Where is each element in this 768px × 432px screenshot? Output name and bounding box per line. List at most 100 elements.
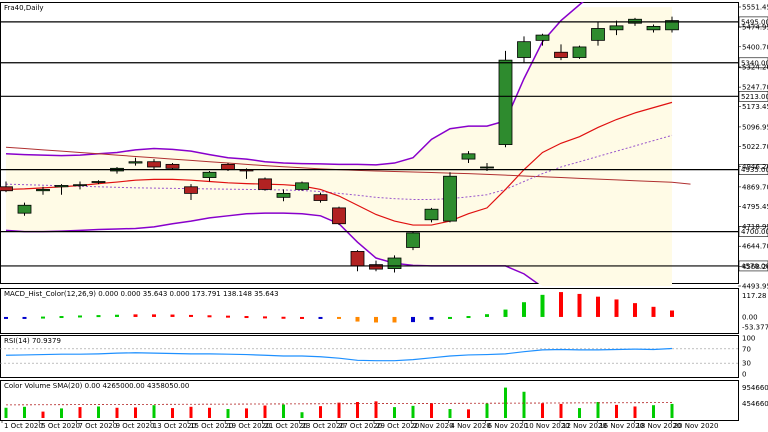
macd-histogram-bar <box>78 315 82 318</box>
macd-histogram-bar <box>651 306 656 317</box>
x-tick-label: 29 Oct 2020 <box>376 422 419 430</box>
macd-histogram-bar <box>337 316 341 319</box>
volume-tick-label: 4546600 <box>742 400 768 408</box>
x-tick-label: 12 Nov 2020 <box>562 422 607 430</box>
macd-histogram-bar <box>226 315 230 318</box>
volume-bar <box>337 402 341 418</box>
volume-bar <box>652 405 655 418</box>
bull-candle <box>54 185 69 188</box>
bear-candle <box>554 51 568 58</box>
bull-candle <box>73 184 87 187</box>
volume-bar <box>448 409 452 418</box>
horizontal-level-label: 5213.00 <box>741 93 768 101</box>
macd-histogram-bar <box>522 302 526 317</box>
macd-histogram-bar <box>244 316 249 319</box>
level-label-box <box>738 57 768 69</box>
bull-candle <box>535 34 550 41</box>
bear-candle <box>369 264 383 270</box>
bull-candle <box>91 181 106 183</box>
volume-bar <box>282 404 285 418</box>
macd-histogram-bar <box>170 314 175 317</box>
volume-bar <box>559 403 563 418</box>
rsi-line <box>5 347 673 362</box>
bear-candle <box>350 251 365 267</box>
panel-frame-2 <box>0 335 739 378</box>
bollinger-upper-line <box>5 2 584 166</box>
bull-candle <box>480 166 494 169</box>
rsi-tick-label: 0 <box>742 371 746 379</box>
volume-bar <box>541 403 544 418</box>
volume-bar <box>78 407 82 418</box>
volume-bar <box>171 408 174 418</box>
macd-histogram-bar <box>577 293 582 317</box>
volume-bar <box>393 407 396 418</box>
bull-candle <box>591 28 605 41</box>
volume-bar <box>596 402 600 418</box>
price-tick-label: 5400.70 <box>742 43 768 51</box>
price-tick-label: 4946.20 <box>742 163 768 171</box>
price-tick-label: 5022.70 <box>742 143 768 151</box>
price-tick-label: 4869.70 <box>742 183 768 191</box>
level-label-box <box>738 90 768 102</box>
x-tick-label: 15 Oct 2020 <box>190 422 233 430</box>
bull-candle <box>424 208 439 221</box>
macd-histogram-bar <box>263 316 267 319</box>
macd-histogram-bar <box>596 296 600 317</box>
bear-candle <box>313 194 328 201</box>
macd-histogram-bar <box>41 316 45 319</box>
volume-title: Color Volume SMA(20) 0.00 4265000.00 435… <box>4 382 189 390</box>
bull-candle <box>572 46 587 58</box>
macd-histogram-bar <box>614 299 619 317</box>
main-plot-group <box>0 2 691 283</box>
bear-candle <box>221 163 235 171</box>
price-tick-label: 5173.45 <box>742 103 768 111</box>
bull-candle <box>406 232 420 248</box>
bull-candle <box>498 59 513 145</box>
macd-histogram-bar <box>133 314 138 317</box>
bull-candle <box>128 161 143 164</box>
bear-candle <box>165 163 180 169</box>
panel-frame-3 <box>0 380 739 421</box>
volume-bar <box>208 407 211 418</box>
macd-histogram-bar <box>300 316 304 319</box>
macd-histogram-bar <box>96 315 101 318</box>
bull-candle <box>517 41 531 58</box>
x-tick-label: 2 Nov 2020 <box>413 422 453 430</box>
volume-bar <box>467 409 470 418</box>
horizontal-level-label: 4935.00 <box>741 166 768 174</box>
volume-bar <box>430 403 433 418</box>
macd-tick-label: -53.377 <box>742 323 768 331</box>
bull-candle <box>295 182 309 190</box>
volume-bar <box>263 405 267 418</box>
bull-candle <box>276 192 291 198</box>
price-tick-label: 5096.95 <box>742 123 768 131</box>
price-tick-label: 4644.70 <box>742 243 768 251</box>
macd-histogram-bar <box>540 294 545 317</box>
horizontal-level-label: 4570.00 <box>741 262 768 270</box>
volume-bar <box>97 406 100 418</box>
volume-bar <box>522 391 526 418</box>
macd-histogram-bar <box>4 316 8 319</box>
volume-bar <box>411 405 415 418</box>
macd-histogram-bar <box>448 316 452 319</box>
volume-bar <box>578 408 581 418</box>
level-label-box <box>738 226 768 237</box>
bull-candle <box>665 20 679 31</box>
x-tick-label: 18 Nov 2020 <box>636 422 681 430</box>
bull-candle <box>646 25 661 31</box>
bull-candle <box>443 175 457 222</box>
volume-bar <box>4 407 8 418</box>
macd-histogram-bar <box>281 316 286 319</box>
volume-bar <box>319 406 322 418</box>
volume-sma-line <box>5 402 673 406</box>
volume-tick-label: 9546600 <box>742 384 768 392</box>
macd-histogram-bar <box>559 292 563 317</box>
price-tick-label: 5474.95 <box>742 24 768 32</box>
macd-histogram-bar <box>207 315 212 318</box>
level-label-box <box>738 164 768 175</box>
macd-title: MACD_Hist_Color(12,26,9) 0.000 0.000 35.… <box>4 290 279 298</box>
volume-bar <box>134 407 137 418</box>
macd-histogram-bar <box>189 314 193 317</box>
volume-bar <box>504 387 507 418</box>
